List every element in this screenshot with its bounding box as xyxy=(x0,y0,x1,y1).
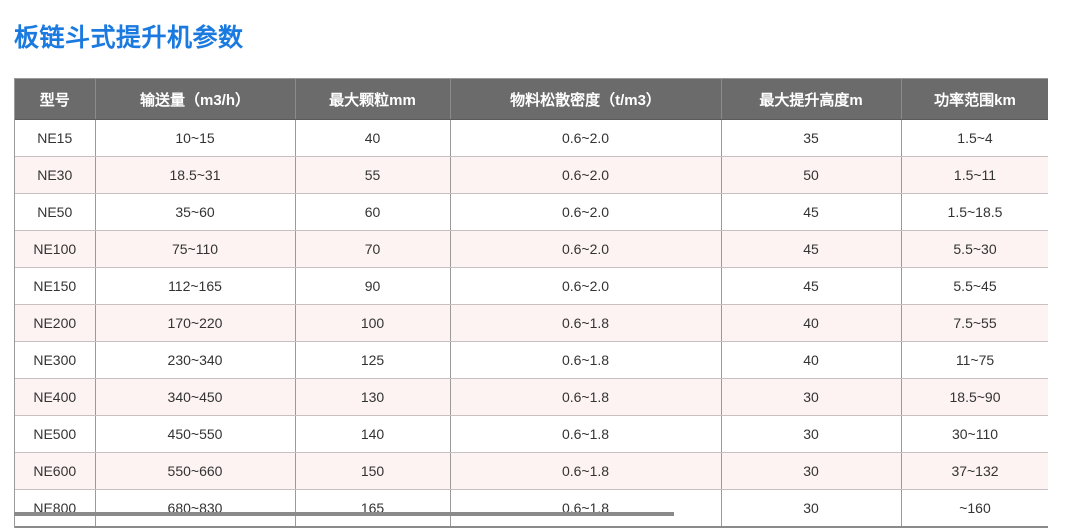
cell-model: NE800 xyxy=(15,489,96,528)
cell-power-range: ~160 xyxy=(901,489,1048,528)
table-row: NE200 170~220 100 0.6~1.8 40 7.5~55 xyxy=(15,304,1048,342)
cell-power-range: 5.5~30 xyxy=(901,230,1048,268)
cell-max-particle: 55 xyxy=(295,156,451,194)
cell-bulk-density: 0.6~1.8 xyxy=(450,452,722,490)
cell-model: NE150 xyxy=(15,267,96,305)
column-header-max-particle: 最大颗粒mm xyxy=(295,79,451,120)
cell-max-particle: 125 xyxy=(295,341,451,379)
cell-model: NE200 xyxy=(15,304,96,342)
cell-max-lift-height: 40 xyxy=(721,341,902,379)
table-row: NE15 10~15 40 0.6~2.0 35 1.5~4 xyxy=(15,119,1048,157)
cell-max-particle: 165 xyxy=(295,489,451,528)
column-header-power-range: 功率范围km xyxy=(901,79,1048,120)
cell-max-particle: 100 xyxy=(295,304,451,342)
table-row: NE600 550~660 150 0.6~1.8 30 37~132 xyxy=(15,452,1048,490)
cell-power-range: 37~132 xyxy=(901,452,1048,490)
cell-max-particle: 70 xyxy=(295,230,451,268)
table-row: NE30 18.5~31 55 0.6~2.0 50 1.5~11 xyxy=(15,156,1048,194)
cell-max-lift-height: 45 xyxy=(721,267,902,305)
cell-max-lift-height: 30 xyxy=(721,378,902,416)
cell-bulk-density: 0.6~2.0 xyxy=(450,119,722,157)
cell-power-range: 1.5~4 xyxy=(901,119,1048,157)
column-header-model: 型号 xyxy=(15,79,96,120)
horizontal-scrollbar[interactable] xyxy=(14,512,674,516)
column-header-max-lift-height: 最大提升高度m xyxy=(721,79,902,120)
column-header-capacity: 输送量（m3/h） xyxy=(95,79,296,120)
table-row: NE800 680~830 165 0.6~1.8 30 ~160 xyxy=(15,489,1048,528)
table-row: NE50 35~60 60 0.6~2.0 45 1.5~18.5 xyxy=(15,193,1048,231)
cell-power-range: 11~75 xyxy=(901,341,1048,379)
cell-capacity: 10~15 xyxy=(95,119,296,157)
cell-power-range: 5.5~45 xyxy=(901,267,1048,305)
cell-max-particle: 130 xyxy=(295,378,451,416)
table-row: NE150 112~165 90 0.6~2.0 45 5.5~45 xyxy=(15,267,1048,305)
cell-max-lift-height: 45 xyxy=(721,230,902,268)
cell-max-particle: 150 xyxy=(295,452,451,490)
cell-capacity: 18.5~31 xyxy=(95,156,296,194)
cell-capacity: 35~60 xyxy=(95,193,296,231)
cell-bulk-density: 0.6~1.8 xyxy=(450,378,722,416)
cell-bulk-density: 0.6~1.8 xyxy=(450,415,722,453)
table-header: 型号 输送量（m3/h） 最大颗粒mm 物料松散密度（t/m3） 最大提升高度m… xyxy=(15,79,1048,120)
cell-max-lift-height: 30 xyxy=(721,415,902,453)
cell-capacity: 550~660 xyxy=(95,452,296,490)
table-row: NE500 450~550 140 0.6~1.8 30 30~110 xyxy=(15,415,1048,453)
table-body: NE15 10~15 40 0.6~2.0 35 1.5~4 NE30 18.5~31 55 0.… xyxy=(15,119,1048,528)
table-header-row: 型号 输送量（m3/h） 最大颗粒mm 物料松散密度（t/m3） 最大提升高度m… xyxy=(15,79,1048,120)
cell-capacity: 75~110 xyxy=(95,230,296,268)
cell-power-range: 18.5~90 xyxy=(901,378,1048,416)
spec-table-container: 型号 输送量（m3/h） 最大颗粒mm 物料松散密度（t/m3） 最大提升高度m… xyxy=(14,78,1048,528)
cell-max-lift-height: 40 xyxy=(721,304,902,342)
cell-model: NE50 xyxy=(15,193,96,231)
cell-bulk-density: 0.6~2.0 xyxy=(450,230,722,268)
table-row: NE400 340~450 130 0.6~1.8 30 18.5~90 xyxy=(15,378,1048,416)
spec-table: 型号 输送量（m3/h） 最大颗粒mm 物料松散密度（t/m3） 最大提升高度m… xyxy=(15,79,1048,528)
cell-model: NE300 xyxy=(15,341,96,379)
page-title: 板链斗式提升机参数 xyxy=(14,24,244,52)
cell-bulk-density: 0.6~1.8 xyxy=(450,341,722,379)
cell-max-lift-height: 35 xyxy=(721,119,902,157)
cell-max-particle: 40 xyxy=(295,119,451,157)
table-row: NE300 230~340 125 0.6~1.8 40 11~75 xyxy=(15,341,1048,379)
cell-power-range: 7.5~55 xyxy=(901,304,1048,342)
cell-power-range: 1.5~11 xyxy=(901,156,1048,194)
cell-power-range: 30~110 xyxy=(901,415,1048,453)
cell-model: NE500 xyxy=(15,415,96,453)
column-header-bulk-density: 物料松散密度（t/m3） xyxy=(450,79,722,120)
cell-model: NE600 xyxy=(15,452,96,490)
cell-model: NE100 xyxy=(15,230,96,268)
cell-max-particle: 90 xyxy=(295,267,451,305)
cell-model: NE400 xyxy=(15,378,96,416)
cell-capacity: 340~450 xyxy=(95,378,296,416)
cell-max-particle: 140 xyxy=(295,415,451,453)
cell-bulk-density: 0.6~2.0 xyxy=(450,193,722,231)
cell-model: NE15 xyxy=(15,119,96,157)
cell-max-lift-height: 30 xyxy=(721,452,902,490)
cell-max-particle: 60 xyxy=(295,193,451,231)
cell-capacity: 170~220 xyxy=(95,304,296,342)
cell-power-range: 1.5~18.5 xyxy=(901,193,1048,231)
cell-capacity: 680~830 xyxy=(95,489,296,528)
cell-bulk-density: 0.6~1.8 xyxy=(450,304,722,342)
cell-bulk-density: 0.6~1.8 xyxy=(450,489,722,528)
cell-max-lift-height: 30 xyxy=(721,489,902,528)
cell-bulk-density: 0.6~2.0 xyxy=(450,267,722,305)
cell-model: NE30 xyxy=(15,156,96,194)
cell-max-lift-height: 50 xyxy=(721,156,902,194)
cell-capacity: 230~340 xyxy=(95,341,296,379)
cell-bulk-density: 0.6~2.0 xyxy=(450,156,722,194)
cell-capacity: 450~550 xyxy=(95,415,296,453)
table-row: NE100 75~110 70 0.6~2.0 45 5.5~30 xyxy=(15,230,1048,268)
cell-max-lift-height: 45 xyxy=(721,193,902,231)
cell-capacity: 112~165 xyxy=(95,267,296,305)
